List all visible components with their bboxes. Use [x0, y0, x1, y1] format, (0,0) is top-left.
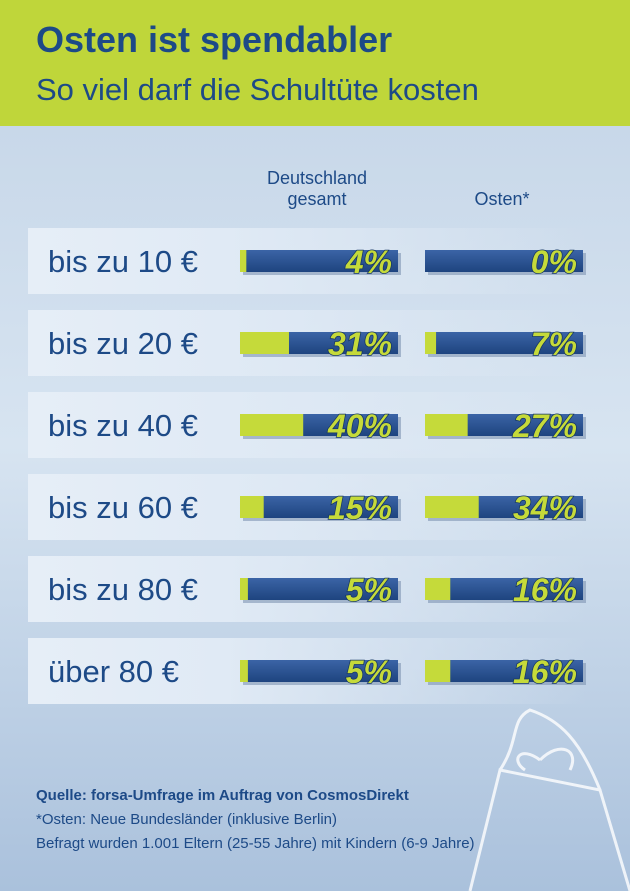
note: Befragt wurden 1.001 Eltern (25-55 Jahre…	[36, 835, 475, 852]
value-label: 16%	[513, 654, 577, 690]
value-label: 27%	[512, 408, 577, 444]
bar	[240, 414, 304, 436]
bar-track	[425, 660, 583, 682]
category-label: über 80 €	[48, 654, 179, 689]
category-label: bis zu 10 €	[48, 244, 198, 279]
value-label: 40%	[327, 408, 392, 444]
bar-track	[240, 578, 398, 600]
title: Osten ist spendabler	[36, 19, 392, 60]
bar-track	[240, 496, 398, 518]
value-label: 5%	[346, 572, 392, 608]
column-header: Osten*	[474, 189, 530, 209]
category-label: bis zu 20 €	[48, 326, 198, 361]
bar	[240, 660, 248, 682]
source: Quelle: forsa-Umfrage im Auftrag von Cos…	[36, 787, 409, 804]
value-label: 31%	[328, 326, 392, 362]
bar-track	[240, 250, 398, 272]
bar	[425, 414, 468, 436]
value-label: 5%	[346, 654, 392, 690]
value-label: 15%	[328, 490, 392, 526]
bar-track	[425, 578, 583, 600]
bar-track	[425, 250, 583, 272]
bar	[240, 332, 289, 354]
value-label: 0%	[531, 244, 577, 280]
bar	[425, 660, 451, 682]
bar-track	[425, 332, 583, 354]
category-label: bis zu 60 €	[48, 490, 198, 525]
value-label: 7%	[531, 326, 577, 362]
bar	[425, 496, 479, 518]
category-label: bis zu 80 €	[48, 572, 198, 607]
bar	[425, 332, 437, 354]
bar	[240, 250, 247, 272]
value-label: 4%	[345, 244, 392, 280]
category-label: bis zu 40 €	[48, 408, 198, 443]
value-label: 34%	[513, 490, 577, 526]
bar	[425, 578, 451, 600]
subtitle: So viel darf die Schultüte kosten	[36, 72, 479, 107]
bar-track	[240, 660, 398, 682]
bar	[240, 578, 248, 600]
bar	[240, 496, 264, 518]
cone-icon	[468, 708, 630, 891]
value-label: 16%	[513, 572, 577, 608]
header-band	[0, 0, 630, 126]
note: *Osten: Neue Bundesländer (inklusive Ber…	[36, 811, 337, 828]
column-header: Deutschland gesamt	[266, 168, 368, 209]
